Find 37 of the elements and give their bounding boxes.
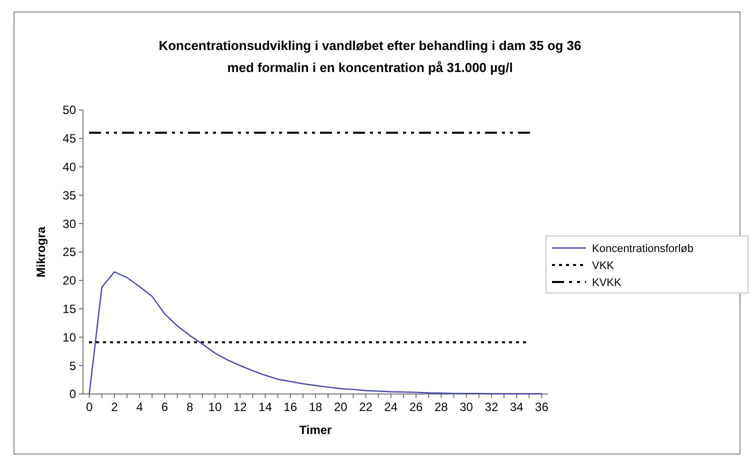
x-tick-label: 28 xyxy=(434,400,448,414)
y-tick-label: 10 xyxy=(62,330,76,344)
x-tick-label: 0 xyxy=(86,400,93,414)
y-tick-label: 30 xyxy=(62,216,76,231)
x-tick-label: 6 xyxy=(161,400,168,414)
x-tick-label: 20 xyxy=(334,400,348,414)
legend-label: VKK xyxy=(592,260,615,272)
x-tick-label: 36 xyxy=(535,400,549,414)
y-tick-label: 50 xyxy=(62,103,76,118)
x-tick-label: 4 xyxy=(136,400,144,414)
x-tick-label: 16 xyxy=(284,400,298,414)
x-tick-label: 30 xyxy=(460,400,474,414)
y-tick-label: 40 xyxy=(62,160,76,174)
x-tick-label: 32 xyxy=(484,400,498,414)
y-tick-label: 15 xyxy=(62,302,76,316)
y-tick-label: 5 xyxy=(69,358,76,373)
y-tick-label: 25 xyxy=(62,245,76,260)
x-axis-title: Timer xyxy=(299,423,332,437)
y-axis-title: Mikrogra xyxy=(34,226,48,278)
x-tick-label: 18 xyxy=(308,400,322,414)
x-tick-label: 34 xyxy=(510,400,524,414)
x-tick-label: 26 xyxy=(409,400,424,414)
x-tick-label: 24 xyxy=(384,400,398,414)
x-tick-label: 2 xyxy=(111,400,118,414)
legend-label: KVKK xyxy=(592,276,622,289)
x-tick-label: 8 xyxy=(186,400,194,414)
y-tick-label: 20 xyxy=(62,274,76,288)
chart-title: Koncentrationsudvikling i vandløbet efter behandling i dam 35 og 36 med formalin i en koncentration på 31.000 µg/l xyxy=(158,38,582,75)
y-tick-label: 0 xyxy=(69,387,76,402)
x-tick-label: 12 xyxy=(233,400,248,414)
y-tick-label: 35 xyxy=(62,188,76,202)
line-series xyxy=(88,271,542,395)
legend-label: Koncentrationsforløb xyxy=(592,242,694,255)
x-tick-label: 22 xyxy=(359,400,373,414)
y-tick-label: 45 xyxy=(62,132,76,146)
x-tick-label: 14 xyxy=(258,400,272,414)
x-tick-label: 10 xyxy=(208,400,222,414)
